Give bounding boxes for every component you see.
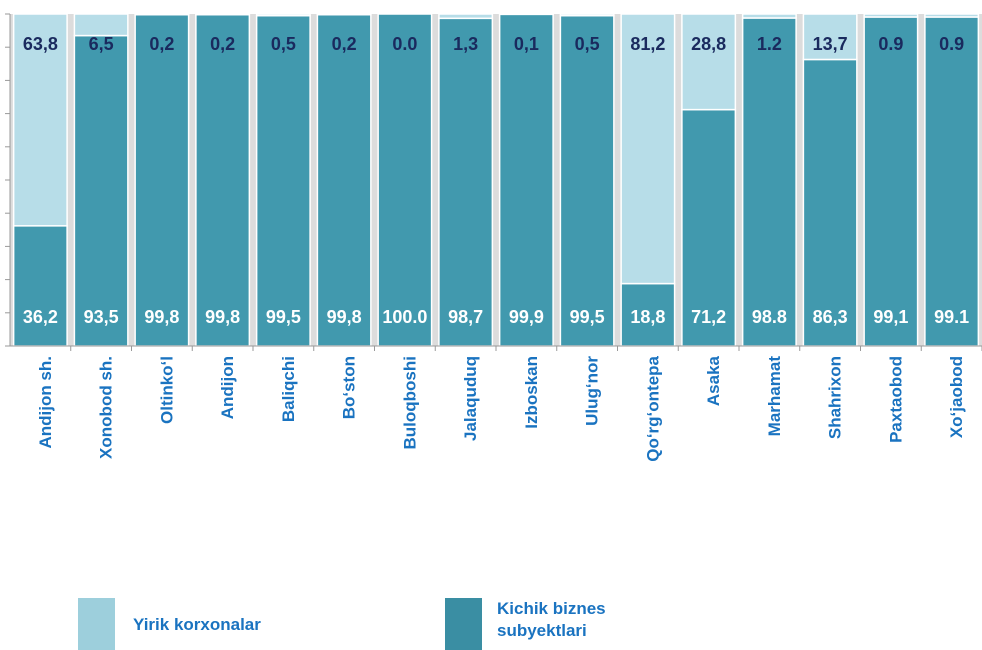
bar-segment [438,17,494,347]
bar-segment [73,34,129,347]
bar-segment [134,13,190,347]
bar-segment [863,13,919,18]
data-label: 99,1 [873,307,908,327]
bar-segment [195,13,251,16]
data-label: 0,1 [514,34,539,54]
x-tick-label: Andijon [218,356,237,419]
x-tick-label: Qo‘rg‘ontepa [643,355,662,461]
legend-swatch [445,598,482,650]
x-tick-label: Ulug‘nor [583,356,602,426]
data-label: 71,2 [691,307,726,327]
bar-segment [741,17,797,347]
bar-segment [73,13,129,37]
bar-segment [498,13,554,347]
bar-segment [316,13,372,347]
x-tick-label: Marhamat [765,356,784,437]
bar-segment [559,14,615,347]
legend-label: Kichik biznes subyektlari [497,599,606,640]
legend-label: Yirik korxonalar [133,615,261,634]
data-label: 0.9 [878,34,903,54]
data-label: 81,2 [630,34,665,54]
data-label: 0,2 [210,34,235,54]
data-label: 98,7 [448,307,483,327]
data-label: 63,8 [23,34,58,54]
bar-segment [802,13,858,61]
bar-segment [741,13,797,19]
x-tick-label: Xo‘jaobod [947,356,966,438]
data-label: 28,8 [691,34,726,54]
data-label: 93,5 [84,307,119,327]
data-label: 100.0 [382,307,427,327]
data-label: 99,5 [266,307,301,327]
x-tick-label: Buloqboshi [400,356,419,449]
bar-segment [195,13,251,347]
data-label: 0,5 [271,34,296,54]
bar-segment [620,13,676,285]
legend-swatch [78,598,115,650]
data-label: 1,3 [453,34,478,54]
x-tick-label: Xonobod sh. [97,356,116,459]
bar-segment [924,16,980,347]
data-label: 99,8 [205,307,240,327]
x-tick-label: Paxtaobod [886,356,905,443]
data-label: 0,2 [149,34,174,54]
data-label: 99,8 [144,307,179,327]
bar-segment [255,14,311,347]
bar-segment [438,13,494,20]
data-label: 6,5 [89,34,114,54]
bar-segment [681,13,737,111]
bar-segment [316,13,372,16]
data-label: 13,7 [813,34,848,54]
bar-segment [681,108,737,347]
data-label: 36,2 [23,307,58,327]
data-label: 86,3 [813,307,848,327]
data-label: 99,9 [509,307,544,327]
bar-segment [12,13,68,227]
x-tick-label: Izboskan [522,356,541,429]
data-label: 0.9 [939,34,964,54]
x-tick-label: Oltinko‘l [157,356,176,424]
data-label: 99,5 [570,307,605,327]
bar-segment [863,16,919,347]
data-label: 0.0 [392,34,417,54]
data-label: 1.2 [757,34,782,54]
data-label: 0,5 [575,34,600,54]
data-label: 0,2 [332,34,357,54]
x-tick-label: Asaka [704,355,723,406]
bar-segment [924,13,980,18]
data-label: 18,8 [630,307,665,327]
x-tick-label: Bo‘ston [340,356,359,419]
bar-segment [802,58,858,347]
x-tick-label: Baliqchi [279,356,298,422]
bar-segment [559,13,615,17]
data-label: 98.8 [752,307,787,327]
data-label: 99.1 [934,307,969,327]
x-tick-label: Andijon sh. [36,356,55,449]
x-tick-label: Shahrixon [826,356,845,439]
bar-segment [255,13,311,17]
x-tick-label: Jalaquduq [461,356,480,441]
data-label: 99,8 [327,307,362,327]
bar-segment [12,225,68,347]
bar-segment [134,13,190,16]
bar-segment [377,13,433,347]
